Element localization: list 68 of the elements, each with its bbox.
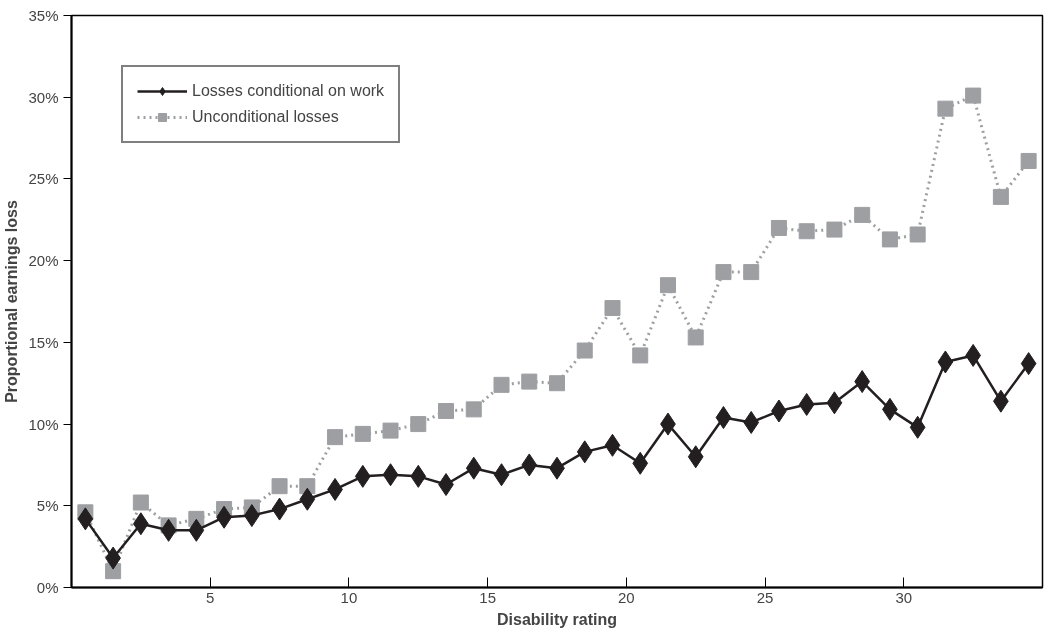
point	[604, 433, 621, 457]
point	[909, 226, 926, 243]
point	[576, 342, 593, 359]
point	[188, 518, 205, 542]
x-tick-label: 25	[756, 588, 774, 606]
point	[715, 264, 732, 281]
point	[382, 422, 399, 439]
point	[992, 188, 1009, 205]
y-tick-label: 5%	[36, 497, 59, 515]
point	[1020, 152, 1037, 169]
point	[410, 416, 427, 433]
point	[465, 456, 482, 480]
point	[659, 277, 676, 294]
point	[327, 429, 344, 446]
point	[632, 347, 649, 364]
point	[798, 392, 815, 416]
point	[132, 494, 149, 511]
point	[798, 223, 815, 240]
x-tick-label: 20	[618, 588, 635, 606]
point	[438, 403, 455, 419]
point	[1020, 352, 1037, 376]
point	[410, 464, 427, 488]
point	[354, 425, 371, 442]
point	[299, 487, 316, 511]
point	[160, 518, 177, 542]
y-tick-label: 10%	[28, 415, 59, 433]
point	[743, 410, 760, 434]
point	[909, 415, 926, 439]
point	[604, 300, 621, 317]
point	[493, 376, 510, 393]
point	[854, 206, 871, 223]
x-axis-title: Disability rating	[496, 610, 618, 628]
x-tick-label: 10	[340, 588, 358, 606]
point	[77, 507, 94, 531]
point	[493, 463, 510, 487]
point	[271, 497, 288, 521]
x-tick-label: 30	[895, 588, 913, 606]
point	[521, 453, 538, 477]
point	[770, 219, 787, 236]
point	[271, 478, 288, 495]
point	[715, 406, 732, 430]
y-tick-label: 35%	[28, 7, 59, 24]
x-tick-label: 15	[479, 588, 496, 606]
y-axis-title: Proportional earnings loss	[3, 200, 21, 403]
x-tick-label: 5	[206, 588, 215, 606]
point	[632, 451, 649, 475]
point	[826, 221, 843, 238]
point	[743, 264, 760, 281]
point	[881, 231, 898, 248]
point	[826, 391, 843, 415]
point	[521, 373, 538, 390]
point	[382, 463, 399, 487]
point	[576, 440, 593, 464]
y-tick-label: 30%	[28, 88, 59, 106]
legend-label: Losses conditional on work	[192, 82, 385, 100]
point	[937, 100, 954, 117]
point	[354, 464, 371, 488]
y-tick-label: 25%	[28, 170, 59, 188]
y-tick-label: 0%	[36, 579, 59, 596]
point	[465, 401, 482, 418]
y-tick-label: 15%	[28, 333, 59, 351]
y-tick-label: 20%	[28, 252, 59, 270]
point	[687, 445, 704, 469]
point	[937, 350, 954, 374]
legend-label: Unconditional losses	[192, 108, 339, 126]
point	[965, 87, 982, 104]
point	[687, 329, 704, 346]
point	[549, 375, 565, 392]
